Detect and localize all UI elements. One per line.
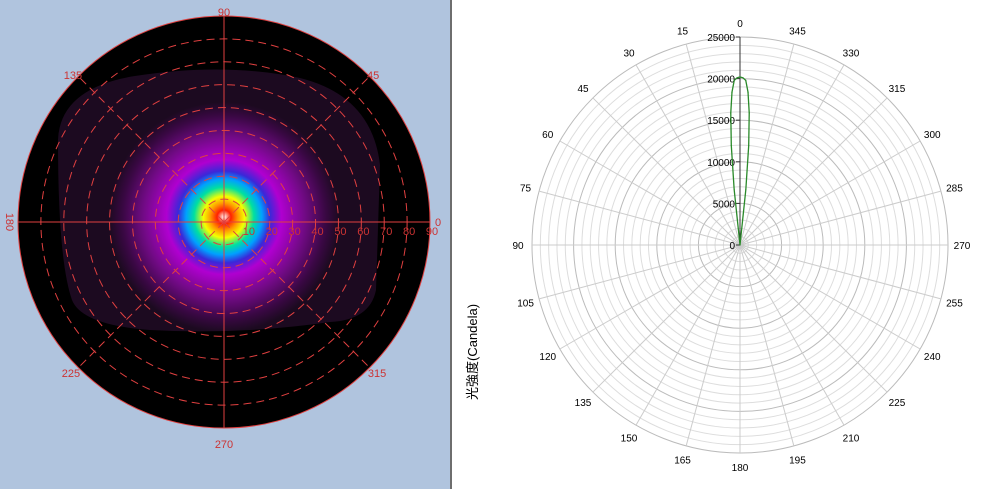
polar-spoke (635, 64, 741, 246)
polar-angle-label: 60 (542, 130, 554, 141)
intensity-point (739, 244, 741, 246)
polar-spoke (739, 43, 795, 246)
polar-angle-label: 30 (623, 49, 635, 60)
polar-spoke (739, 244, 795, 447)
intensity-point (745, 188, 747, 191)
polar-spoke (739, 244, 888, 393)
heatmap-angle-label: 135 (64, 70, 82, 82)
polar-angle-label: 135 (575, 398, 592, 409)
polar-angle-label: 240 (924, 352, 941, 363)
heatmap-radial-label: 90 (426, 226, 438, 238)
polar-angle-label: 150 (621, 433, 638, 444)
polar-r-tick-label: 15000 (707, 116, 735, 127)
intensity-point (745, 79, 747, 81)
polar-r-tick-label: 0 (729, 241, 735, 252)
polar-spoke (739, 140, 921, 246)
polar-spoke (559, 244, 741, 350)
polar-angle-label: 180 (732, 463, 749, 474)
intensity-point (748, 144, 750, 147)
heatmap-angle-label: 0 (435, 217, 441, 229)
polar-spoke (538, 190, 741, 246)
heatmap-radial-label: 10 (243, 226, 255, 238)
polar-angle-label: 45 (577, 84, 589, 95)
intensity-point (730, 112, 732, 114)
polar-angle-label: 165 (674, 455, 691, 466)
polar-angle-label: 285 (946, 184, 963, 195)
heatmap-radial-label: 80 (403, 226, 415, 238)
polar-angle-label: 300 (924, 130, 941, 141)
polar-angle-label: 210 (843, 433, 860, 444)
right-panel: 0 15 30 45 60 75 90 105 120 135 150 165 180 195 210 225… (452, 0, 993, 489)
heatmap-angle-label: 45 (367, 70, 379, 82)
heatmap-angle-label: 315 (368, 368, 386, 380)
polar-spoke (739, 190, 942, 246)
heatmap-angle-label: 270 (215, 439, 233, 451)
intensity-point (733, 188, 735, 191)
polar-r-tick-label: 5000 (713, 199, 736, 210)
heatmap-radial-label: 50 (334, 226, 346, 238)
y-axis-label: 光強度(Candela) (465, 303, 480, 400)
polar-spoke (739, 244, 845, 426)
polar-spoke (592, 244, 741, 393)
heatmap-spoke (77, 221, 225, 369)
intensity-point (736, 77, 738, 79)
intensity-point (739, 76, 741, 78)
heatmap-radial-label: 40 (311, 226, 323, 238)
polar-angle-label: 195 (789, 455, 806, 466)
intensity-point (742, 77, 744, 79)
left-panel: 0 45 90 135 180 225 270 315 10 20 30 40 50 60 70 80 90 (0, 0, 450, 489)
polar-spoke (739, 64, 845, 246)
polar-spoke (739, 244, 921, 350)
heatmap-spoke (223, 75, 371, 223)
polar-spoke (635, 244, 741, 426)
polar-angle-label: 90 (512, 241, 524, 252)
polar-spoke (538, 244, 741, 300)
polar-spoke (685, 244, 741, 447)
polar-spoke (739, 244, 942, 300)
polar-spoke (739, 97, 888, 246)
panel-divider (450, 0, 452, 489)
polar-spoke (685, 43, 741, 246)
intensity-point (748, 112, 750, 114)
heatmap-radial-label: 60 (357, 226, 369, 238)
heatmap-spoke (223, 221, 371, 369)
intensity-point (733, 79, 735, 81)
polar-spoke (559, 140, 741, 246)
polar-angle-label: 255 (946, 298, 963, 309)
intensity-point (747, 91, 749, 93)
polar-r-tick-label: 10000 (707, 158, 735, 169)
polar-angle-label: 120 (539, 352, 556, 363)
polar-angle-label: 225 (889, 398, 906, 409)
polar-angle-label: 345 (789, 27, 806, 38)
polar-chart: 0 15 30 45 60 75 90 105 120 135 150 165 180 195 210 225… (512, 19, 971, 474)
polar-angle-label: 15 (677, 27, 689, 38)
polar-r-tick-label: 20000 (707, 75, 735, 86)
intensity-point (731, 91, 733, 93)
polar-r-tick-label: 25000 (707, 33, 735, 44)
heatmap-angle-label: 90 (218, 7, 230, 19)
polar-angle-label: 315 (889, 84, 906, 95)
heatmap-spoke (77, 75, 225, 223)
polar-angle-label: 0 (737, 19, 743, 30)
polar-angle-label: 330 (843, 49, 860, 60)
heatmap-radial-label: 30 (289, 226, 301, 238)
polar-angle-label: 270 (954, 241, 971, 252)
heatmap-glow (58, 69, 380, 332)
heatmap-angle-label: 180 (3, 213, 15, 231)
intensity-point (730, 144, 732, 147)
polar-heatmap: 0 45 90 135 180 225 270 315 10 20 30 40 50 60 70 80 90 (3, 7, 441, 451)
polar-angle-label: 105 (517, 298, 534, 309)
heatmap-radial-label: 20 (266, 226, 278, 238)
heatmap-angle-label: 225 (62, 368, 80, 380)
polar-spoke (592, 97, 741, 246)
polar-angle-label: 75 (520, 184, 532, 195)
heatmap-radial-label: 70 (380, 226, 392, 238)
